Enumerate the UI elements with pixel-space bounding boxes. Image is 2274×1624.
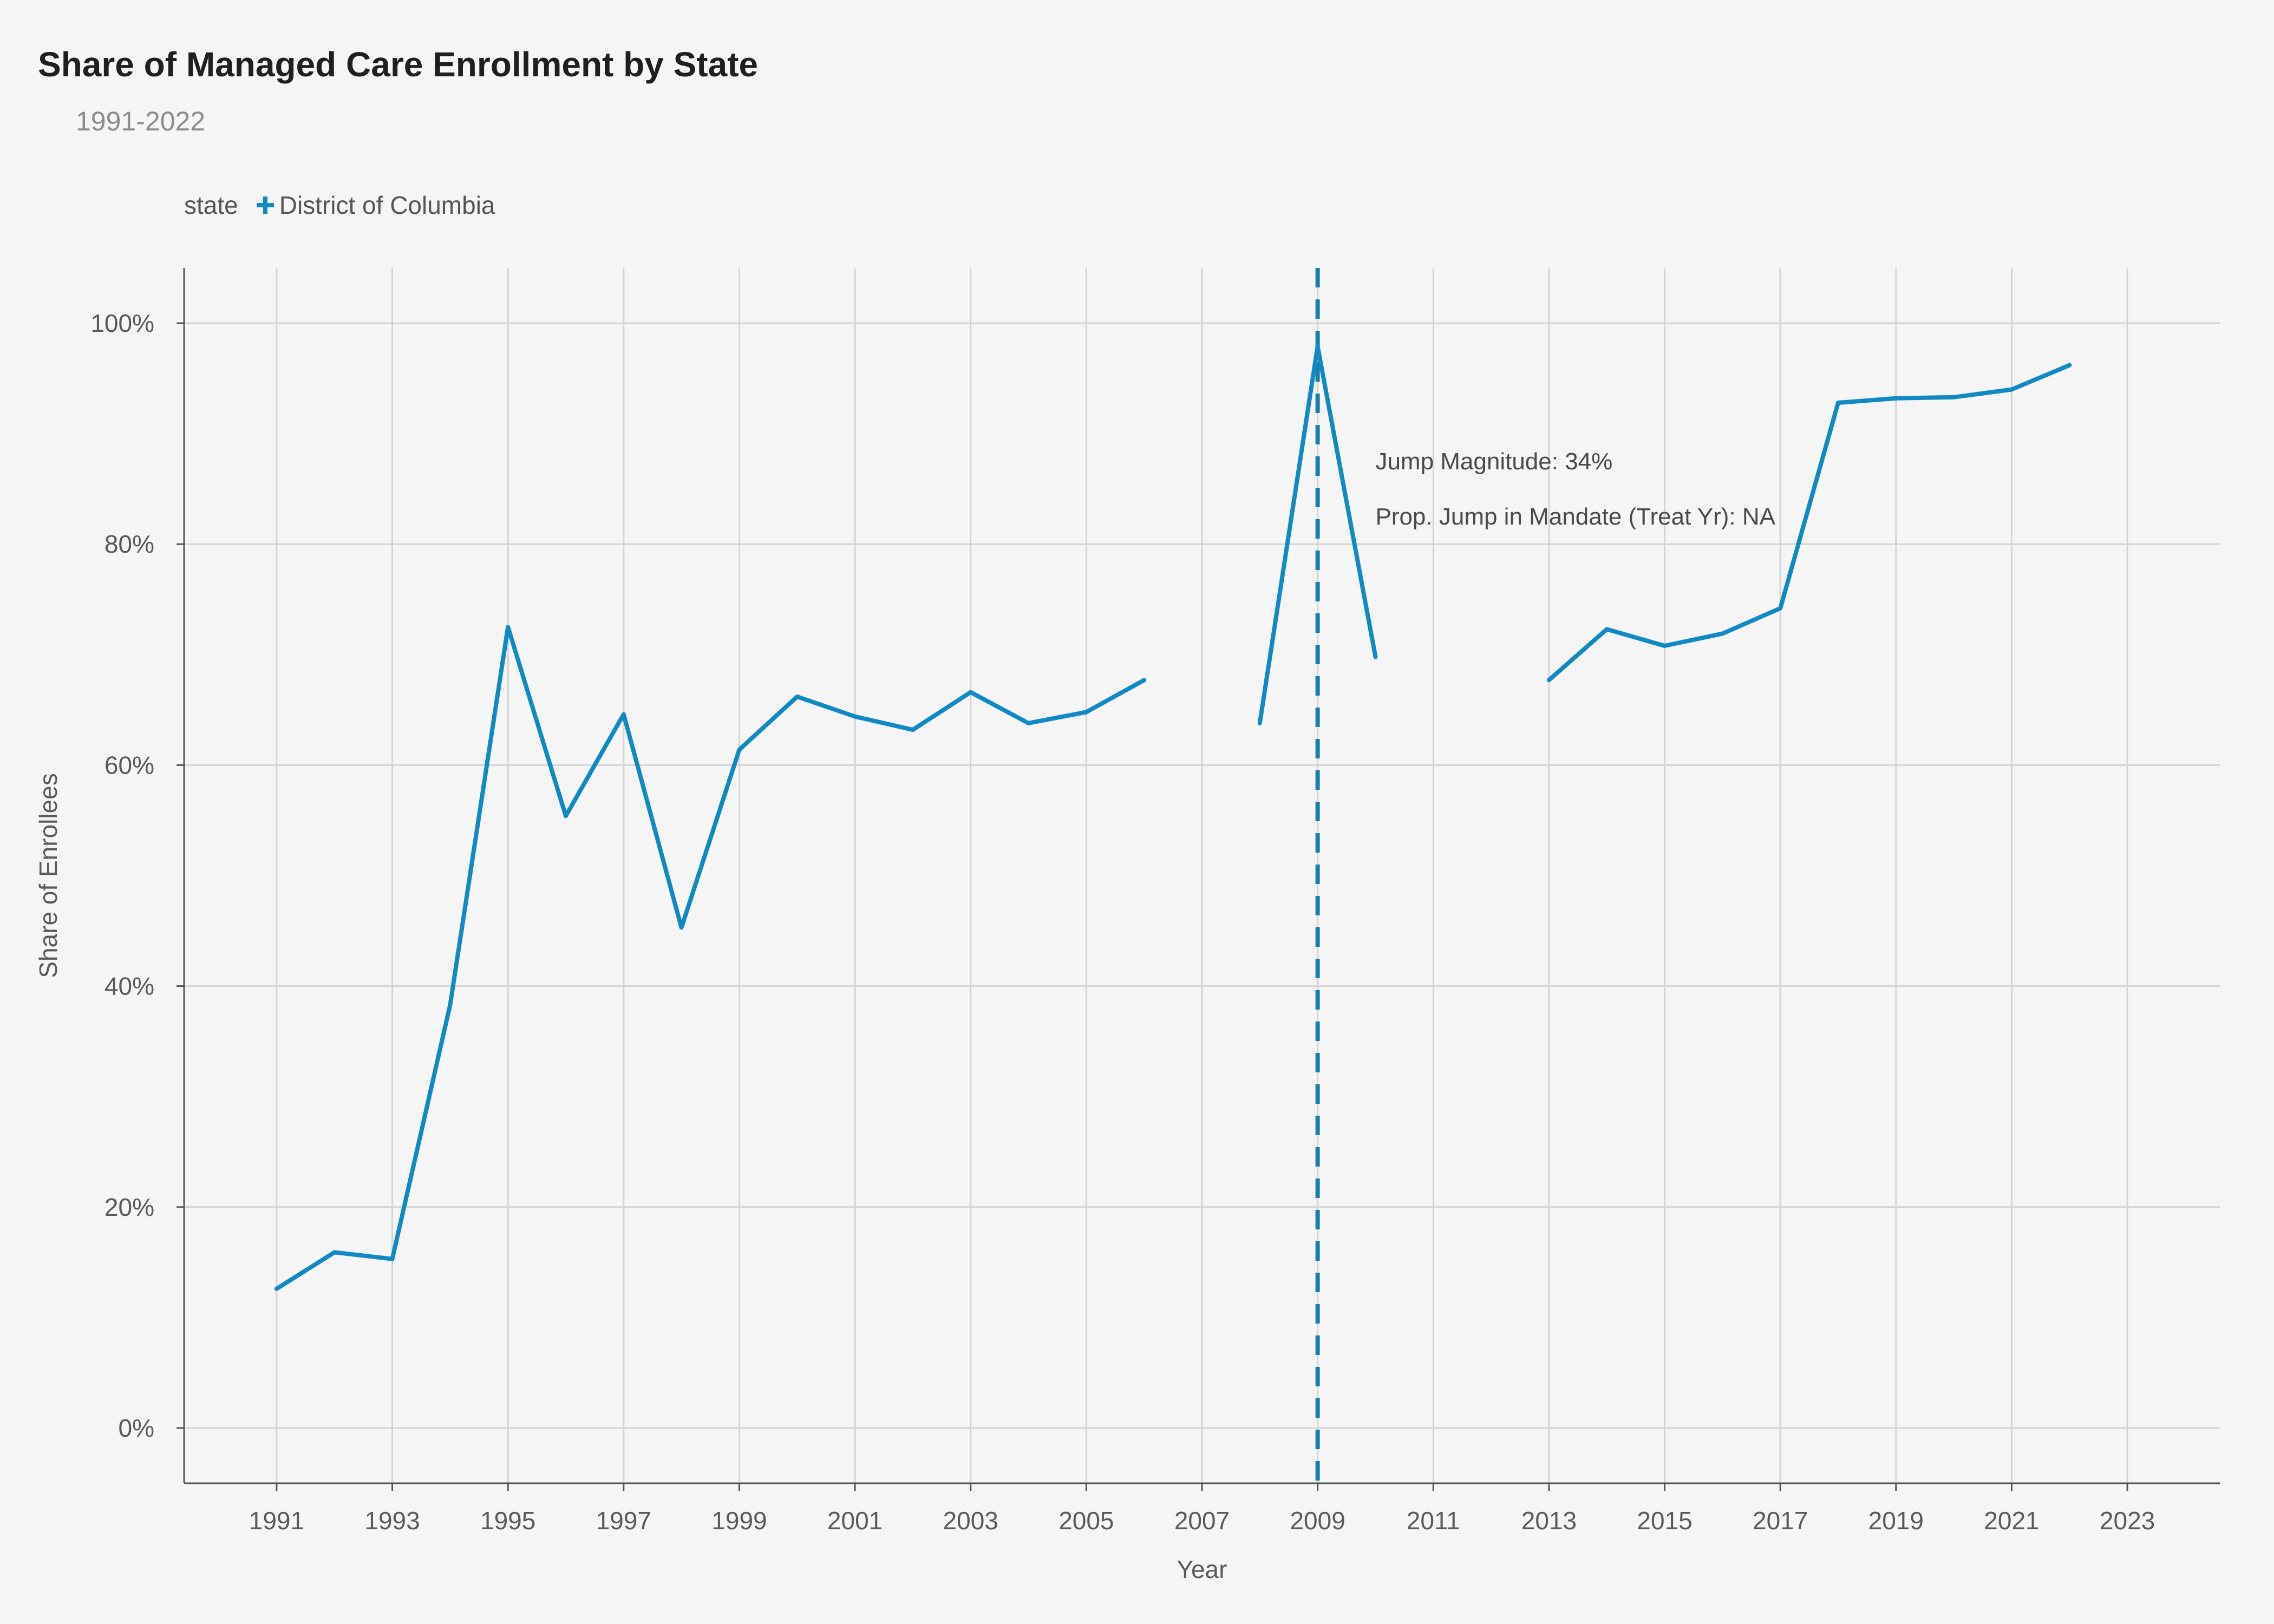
x-tick-label: 2013 [1521, 1507, 1577, 1535]
x-tick-label: 1995 [480, 1507, 535, 1535]
x-tick-label: 2005 [1058, 1507, 1114, 1535]
y-tick-label: 60% [104, 751, 154, 779]
x-tick-label: 1993 [364, 1507, 420, 1535]
annotation-2: Prop. Jump in Mandate (Treat Yr): NA [1375, 503, 1775, 530]
chart-subtitle: 1991-2022 [76, 106, 206, 136]
legend-key-district-of-columbia [256, 197, 274, 214]
x-tick-label: 2003 [943, 1507, 998, 1535]
x-tick-label: 2015 [1637, 1507, 1692, 1535]
y-tick-label: 40% [104, 972, 154, 1000]
grid-layer [184, 268, 2220, 1483]
x-tick-label: 2011 [1407, 1507, 1460, 1535]
chart-title: Share of Managed Care Enrollment by Stat… [38, 45, 759, 84]
x-axis-title: Year [1177, 1555, 1227, 1583]
x-tick-label: 1997 [596, 1507, 651, 1535]
y-tick-label: 20% [104, 1193, 154, 1221]
x-tick-label: 2009 [1290, 1507, 1345, 1535]
legend: state District of Columbia [184, 191, 495, 220]
axis-layer: 1991 1993 1995 1997 1999 2001 2003 2005 2007 2009… [34, 268, 2220, 1583]
x-tick-label: 2019 [1868, 1507, 1924, 1535]
x-tick-label: 2021 [1984, 1507, 2039, 1535]
legend-label-district-of-columbia: District of Columbia [279, 191, 495, 219]
x-tick-label: 2023 [2100, 1507, 2155, 1535]
series-line-district-of-columbia [274, 625, 1147, 1291]
x-tick-label: 1991 [249, 1507, 304, 1535]
x-tick-label: 2007 [1174, 1507, 1230, 1535]
series-layer [274, 344, 2072, 1291]
series-line-district-of-columbia [1546, 363, 2072, 683]
annotation-1: Jump Magnitude: 34% [1375, 448, 1612, 475]
y-tick-label: 80% [104, 530, 154, 558]
y-tick-label: 0% [119, 1414, 154, 1442]
y-tick-label: 100% [90, 309, 154, 337]
label-layer: Jump Magnitude: 34% Prop. Jump in Mandate… [1375, 448, 1775, 530]
x-tick-label: 1999 [711, 1507, 767, 1535]
x-tick-label: 2017 [1753, 1507, 1808, 1535]
y-axis-title: Share of Enrollees [34, 773, 62, 978]
legend-title: state [184, 191, 238, 219]
x-tick-label: 2001 [827, 1507, 883, 1535]
